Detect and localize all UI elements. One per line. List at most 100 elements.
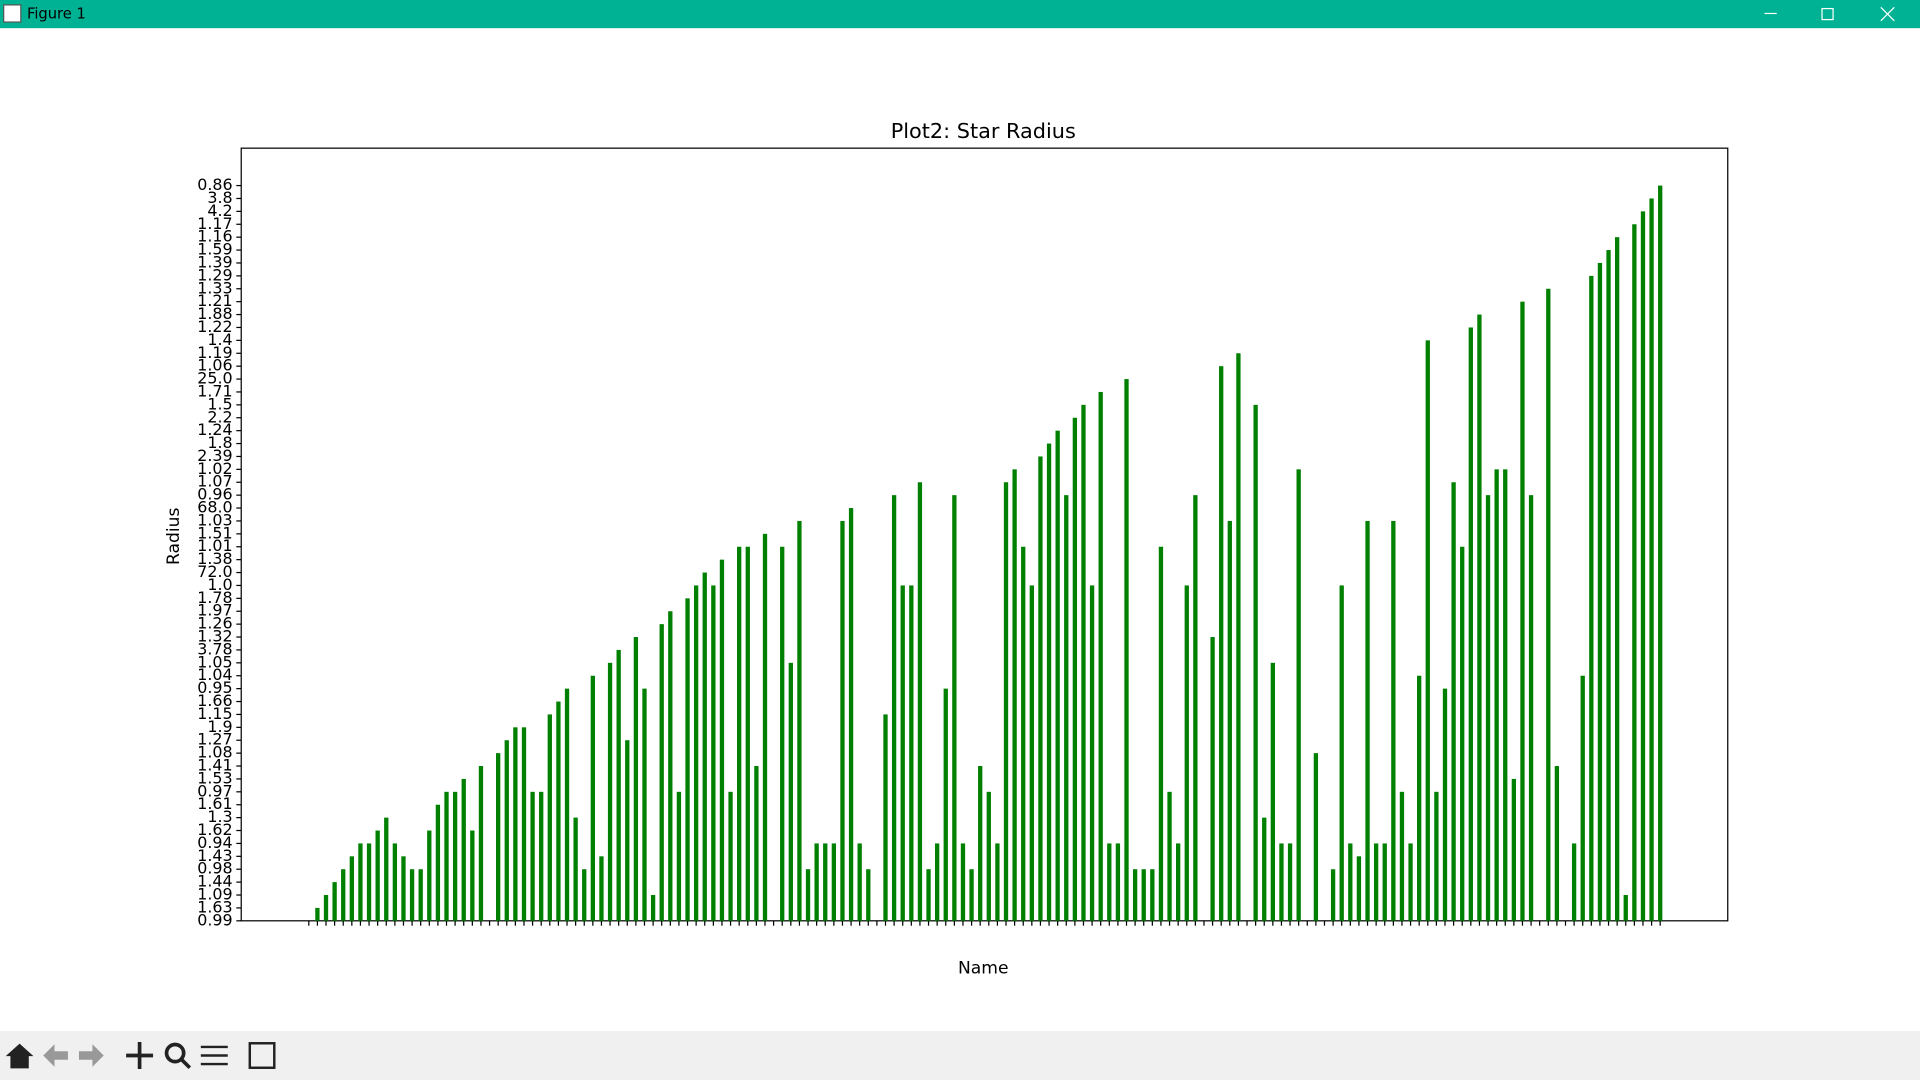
- bar: [315, 907, 320, 921]
- y-tick-label: 1.27: [197, 730, 232, 749]
- x-axis-label: Name: [958, 959, 1009, 979]
- bar: [1236, 353, 1241, 921]
- y-tick-label: 1.03: [197, 510, 232, 529]
- y-tick-label: 1.41: [197, 756, 232, 775]
- bar: [1451, 482, 1456, 921]
- y-tick-label: 1.8: [207, 433, 232, 452]
- bar: [452, 791, 458, 921]
- bar: [693, 585, 699, 921]
- bar: [1313, 753, 1319, 921]
- bar: [332, 882, 337, 921]
- home-button[interactable]: [5, 1043, 34, 1069]
- bar: [1141, 869, 1146, 921]
- bar: [1373, 843, 1379, 921]
- bar: [1167, 791, 1172, 921]
- bar: [1115, 843, 1121, 921]
- bar: [1055, 430, 1060, 921]
- bar: [1021, 546, 1026, 921]
- y-tick-label: 1.62: [197, 820, 232, 839]
- y-tick-label: 0.99: [197, 910, 232, 929]
- app-icon: [3, 4, 22, 23]
- y-tick-label: 1.61: [197, 794, 232, 813]
- bar: [1348, 843, 1353, 921]
- bar: [633, 637, 639, 921]
- y-tick-label: 2.39: [197, 446, 232, 465]
- back-button[interactable]: [43, 1044, 68, 1067]
- y-tick-label: 1.08: [197, 743, 232, 762]
- bar: [1227, 520, 1232, 921]
- bar: [496, 753, 501, 921]
- y-tick-label: 1.24: [197, 420, 232, 439]
- y-tick-label: 1.15: [197, 704, 232, 723]
- bar: [1520, 301, 1525, 921]
- save-button[interactable]: [248, 1042, 276, 1069]
- y-tick-label: 1.78: [197, 588, 232, 607]
- bar: [659, 624, 664, 921]
- bar: [1176, 843, 1181, 921]
- bar: [728, 791, 733, 921]
- bar: [1623, 895, 1628, 921]
- bar: [1597, 262, 1603, 921]
- window-title: Figure 1: [27, 6, 86, 23]
- y-tick-label: 3.78: [197, 639, 232, 658]
- y-tick-label: 1.59: [197, 240, 232, 259]
- restore-button[interactable]: [1821, 7, 1834, 21]
- configure-button[interactable]: [200, 1045, 228, 1066]
- bar: [1632, 224, 1637, 921]
- bar: [1434, 791, 1439, 921]
- chart-title: Plot2: Star Radius: [891, 119, 1076, 143]
- bar: [848, 508, 854, 921]
- y-tick-label: 0.98: [197, 859, 232, 878]
- y-tick-label: 1.09: [197, 885, 232, 904]
- bar: [1012, 469, 1017, 921]
- bar: [1184, 585, 1189, 921]
- bar: [1477, 314, 1482, 921]
- y-tick-label: 1.26: [197, 614, 232, 633]
- bar: [1649, 198, 1654, 921]
- y-tick-label: 2.2: [207, 407, 232, 426]
- y-tick-label: 1.66: [197, 691, 232, 710]
- zoom-button[interactable]: [164, 1042, 186, 1064]
- y-tick-label: 1.97: [197, 601, 232, 620]
- y-tick-label: 68.0: [197, 498, 232, 517]
- close-button[interactable]: [1880, 6, 1895, 22]
- bar: [805, 869, 811, 921]
- toolbar-icons: [5, 1042, 276, 1070]
- bar: [814, 843, 819, 921]
- bar: [1640, 211, 1646, 921]
- bar: [840, 520, 845, 921]
- y-tick-label: 1.71: [197, 381, 232, 400]
- y-tick-label: 3.8: [207, 188, 232, 207]
- bar: [866, 869, 871, 921]
- y-tick-label: 1.06: [197, 356, 232, 375]
- bar: [960, 843, 966, 921]
- y-tick-label: 1.17: [197, 214, 232, 233]
- y-tick-label: 1.63: [197, 897, 232, 916]
- bar: [1511, 778, 1517, 921]
- bar: [1132, 869, 1138, 921]
- bar: [1064, 495, 1069, 921]
- bar: [1287, 843, 1293, 921]
- bar: [995, 843, 1000, 921]
- y-tick-label: 0.86: [197, 175, 232, 194]
- bar: [1382, 843, 1387, 921]
- bar: [1417, 675, 1422, 921]
- bar: [1503, 469, 1508, 921]
- pan-button[interactable]: [126, 1042, 154, 1069]
- bar: [1081, 404, 1086, 921]
- bar: [1580, 675, 1585, 921]
- bar: [564, 688, 570, 921]
- forward-button[interactable]: [78, 1044, 104, 1067]
- y-tick-label: 1.88: [197, 304, 232, 323]
- bar: [762, 533, 768, 921]
- bar: [1046, 443, 1052, 921]
- bar: [702, 572, 707, 921]
- bar: [831, 843, 837, 921]
- bar: [504, 740, 509, 921]
- bar: [788, 662, 793, 921]
- bar: [1150, 869, 1155, 921]
- bar: [573, 817, 578, 921]
- y-tick-label: 1.01: [197, 536, 232, 555]
- y-tick-label: 1.32: [197, 627, 232, 646]
- bar: [607, 662, 613, 921]
